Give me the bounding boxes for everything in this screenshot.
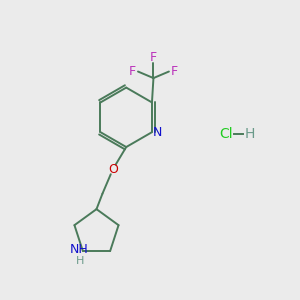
Text: Cl: Cl [219,127,232,141]
Text: O: O [108,163,118,176]
Text: F: F [171,65,178,78]
Text: F: F [129,65,136,78]
Text: H: H [76,256,85,266]
Text: F: F [150,51,157,64]
Text: N: N [153,126,162,139]
Text: NH: NH [70,243,89,256]
Text: H: H [244,127,255,141]
